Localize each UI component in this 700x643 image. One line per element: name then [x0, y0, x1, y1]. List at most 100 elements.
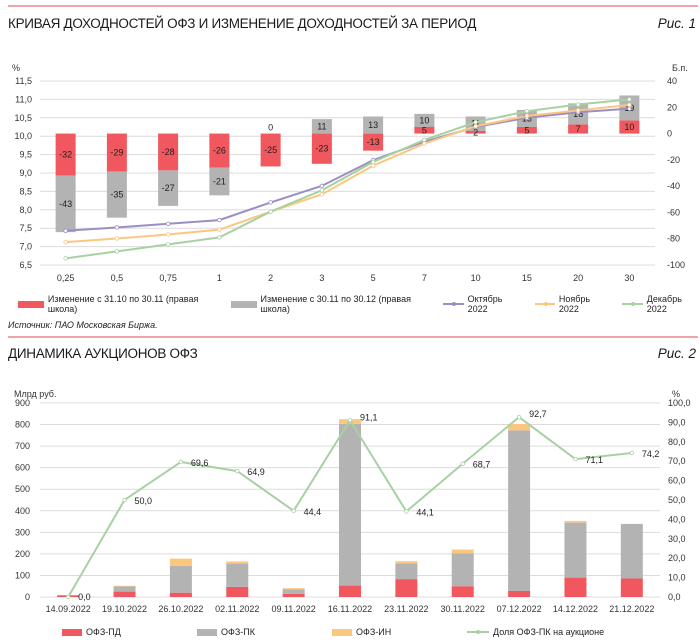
y-tick-label: 0: [25, 592, 30, 602]
bar-label-oct-nov: -25: [264, 145, 277, 155]
line-data-label: 0,0: [78, 592, 91, 602]
top-rule: [8, 5, 698, 7]
legend-item-ofz-pd: ОФЗ-ПД: [62, 627, 197, 637]
auction-chart: Млрд руб. % 0 100 200 300 400 500 600 700 800 900 0,…: [14, 389, 691, 614]
bar-ofz-pk: [620, 523, 643, 579]
line-point: [575, 108, 581, 113]
y-tick-label: 9,0: [19, 168, 32, 178]
y2-tick-label: 40,0: [668, 514, 686, 524]
y-tick-label: 6,5: [19, 260, 32, 270]
y2-tick-label: -40: [667, 181, 680, 191]
line-point: [627, 102, 632, 108]
legend-swatch: [197, 628, 217, 636]
bar-change-oct-nov: [158, 133, 179, 171]
legend-label: Изменение с 30.11 по 30.12 (правая школа…: [260, 294, 411, 314]
y2-tick-label: 20: [667, 102, 677, 112]
legend-label: ОФЗ-ПД: [86, 627, 121, 637]
source-note: Источник: ПАО Московская Биржа.: [8, 320, 158, 330]
legend-item-ofz-pk-share: Доля ОФЗ-ПК на аукционе: [467, 627, 667, 637]
line-point: [122, 497, 127, 503]
bar-change-nov-dec: [106, 171, 127, 218]
line-point: [165, 221, 171, 226]
bar-change-nov-dec: [414, 113, 435, 127]
line-data-label: 71,1: [585, 455, 603, 465]
y2-tick-label: -60: [667, 207, 680, 217]
line-point: [347, 418, 353, 423]
y2-tick-label: 60,0: [668, 476, 686, 486]
line-point: [422, 137, 427, 143]
y2-tick-label: 40: [667, 76, 677, 86]
legend-item-ofz-pk: ОФЗ-ПК: [197, 627, 332, 637]
bar-change-oct-nov: [568, 124, 589, 134]
line-data-label: 64,9: [247, 467, 265, 477]
x-tick-label: 14.09.2022: [46, 604, 91, 614]
line-point: [165, 242, 171, 247]
bar-change-nov-dec: [55, 175, 76, 233]
bar-label-oct-nov: 2: [473, 127, 478, 137]
y-axis-unit: %: [12, 63, 20, 73]
x-tick-label: 26.10.2022: [158, 604, 203, 614]
bar-ofz-pd: [339, 585, 361, 597]
line-data-label: 50,0: [135, 496, 153, 506]
line-point: [291, 508, 296, 514]
line-point: [319, 192, 325, 197]
bar-change-oct-nov: [311, 133, 332, 164]
y2-tick-label: 0: [667, 129, 672, 139]
bar-label-nov-dec: -21: [213, 177, 226, 187]
y2-tick-label: 0,0: [668, 592, 681, 602]
line-point: [114, 249, 120, 254]
bar-label-oct-nov: 10: [624, 122, 634, 132]
bar-ofz-in: [564, 520, 587, 523]
y-tick-label: 7,5: [19, 223, 32, 233]
bar-change-nov-dec: [311, 119, 332, 134]
y-tick-label: 11,5: [15, 76, 32, 86]
bar-label-nov-dec: -35: [110, 190, 123, 200]
bar-ofz-pd: [451, 586, 474, 597]
y2-axis-unit: Б.п.: [672, 63, 688, 73]
bar-label-nov-dec: 10: [419, 115, 429, 125]
y-tick-label: 100: [15, 570, 30, 580]
legend-label: Октябрь 2022: [467, 294, 503, 314]
line-point: [524, 113, 530, 119]
y2-tick-label: 20,0: [668, 553, 686, 563]
x-tick-label: 20: [573, 273, 583, 283]
line-data-label: 91,1: [360, 412, 378, 422]
bar-ofz-in: [169, 558, 192, 566]
y2-tick-label: -100: [667, 260, 685, 270]
legend-swatch: [467, 630, 489, 634]
line-point: [268, 209, 273, 214]
line-point: [627, 97, 632, 102]
legend-swatch: [18, 300, 44, 308]
bar-ofz-pk: [226, 563, 249, 587]
bar-label-oct-nov: -32: [59, 150, 72, 160]
bar-label-nov-dec: 11: [317, 121, 326, 131]
x-tick-label: 10: [471, 273, 481, 283]
y2-tick-label: -20: [667, 155, 680, 165]
y-tick-label: 400: [15, 506, 30, 516]
x-tick-label: 5: [371, 273, 376, 283]
bar-label-oct-nov: -13: [367, 137, 380, 147]
y-tick-label: 200: [15, 549, 30, 559]
line-data-label: 44,4: [304, 507, 322, 517]
line-october: [65, 107, 630, 232]
bar-label-nov-dec: -27: [162, 183, 175, 193]
bar-ofz-pk: [564, 522, 587, 578]
bar-ofz-pk: [282, 589, 305, 594]
bar-label-oct-nov: 5: [422, 125, 427, 135]
line-data-label: 74,2: [642, 449, 660, 459]
bar-ofz-pd: [226, 586, 249, 597]
bar-label-nov-dec: -43: [59, 199, 72, 209]
legend-label: ОФЗ-ПК: [221, 627, 255, 637]
y2-tick-label: 10,0: [668, 573, 686, 583]
legend-item-change-nov-dec: Изменение с 30.11 по 30.12 (правая школа…: [230, 294, 430, 314]
line-december: [65, 98, 630, 260]
x-tick-label: 14.12.2022: [553, 604, 598, 614]
line-point: [473, 124, 478, 129]
y2-tick-label: 70,0: [668, 456, 686, 466]
bar-change-nov-dec: [158, 170, 179, 206]
y2-tick-label: 30,0: [668, 534, 686, 544]
line-point: [63, 256, 68, 261]
bar-label-oct-nov: -28: [162, 147, 175, 157]
x-tick-label: 30.11.2022: [441, 604, 485, 614]
bar-ofz-pk: [169, 565, 192, 593]
